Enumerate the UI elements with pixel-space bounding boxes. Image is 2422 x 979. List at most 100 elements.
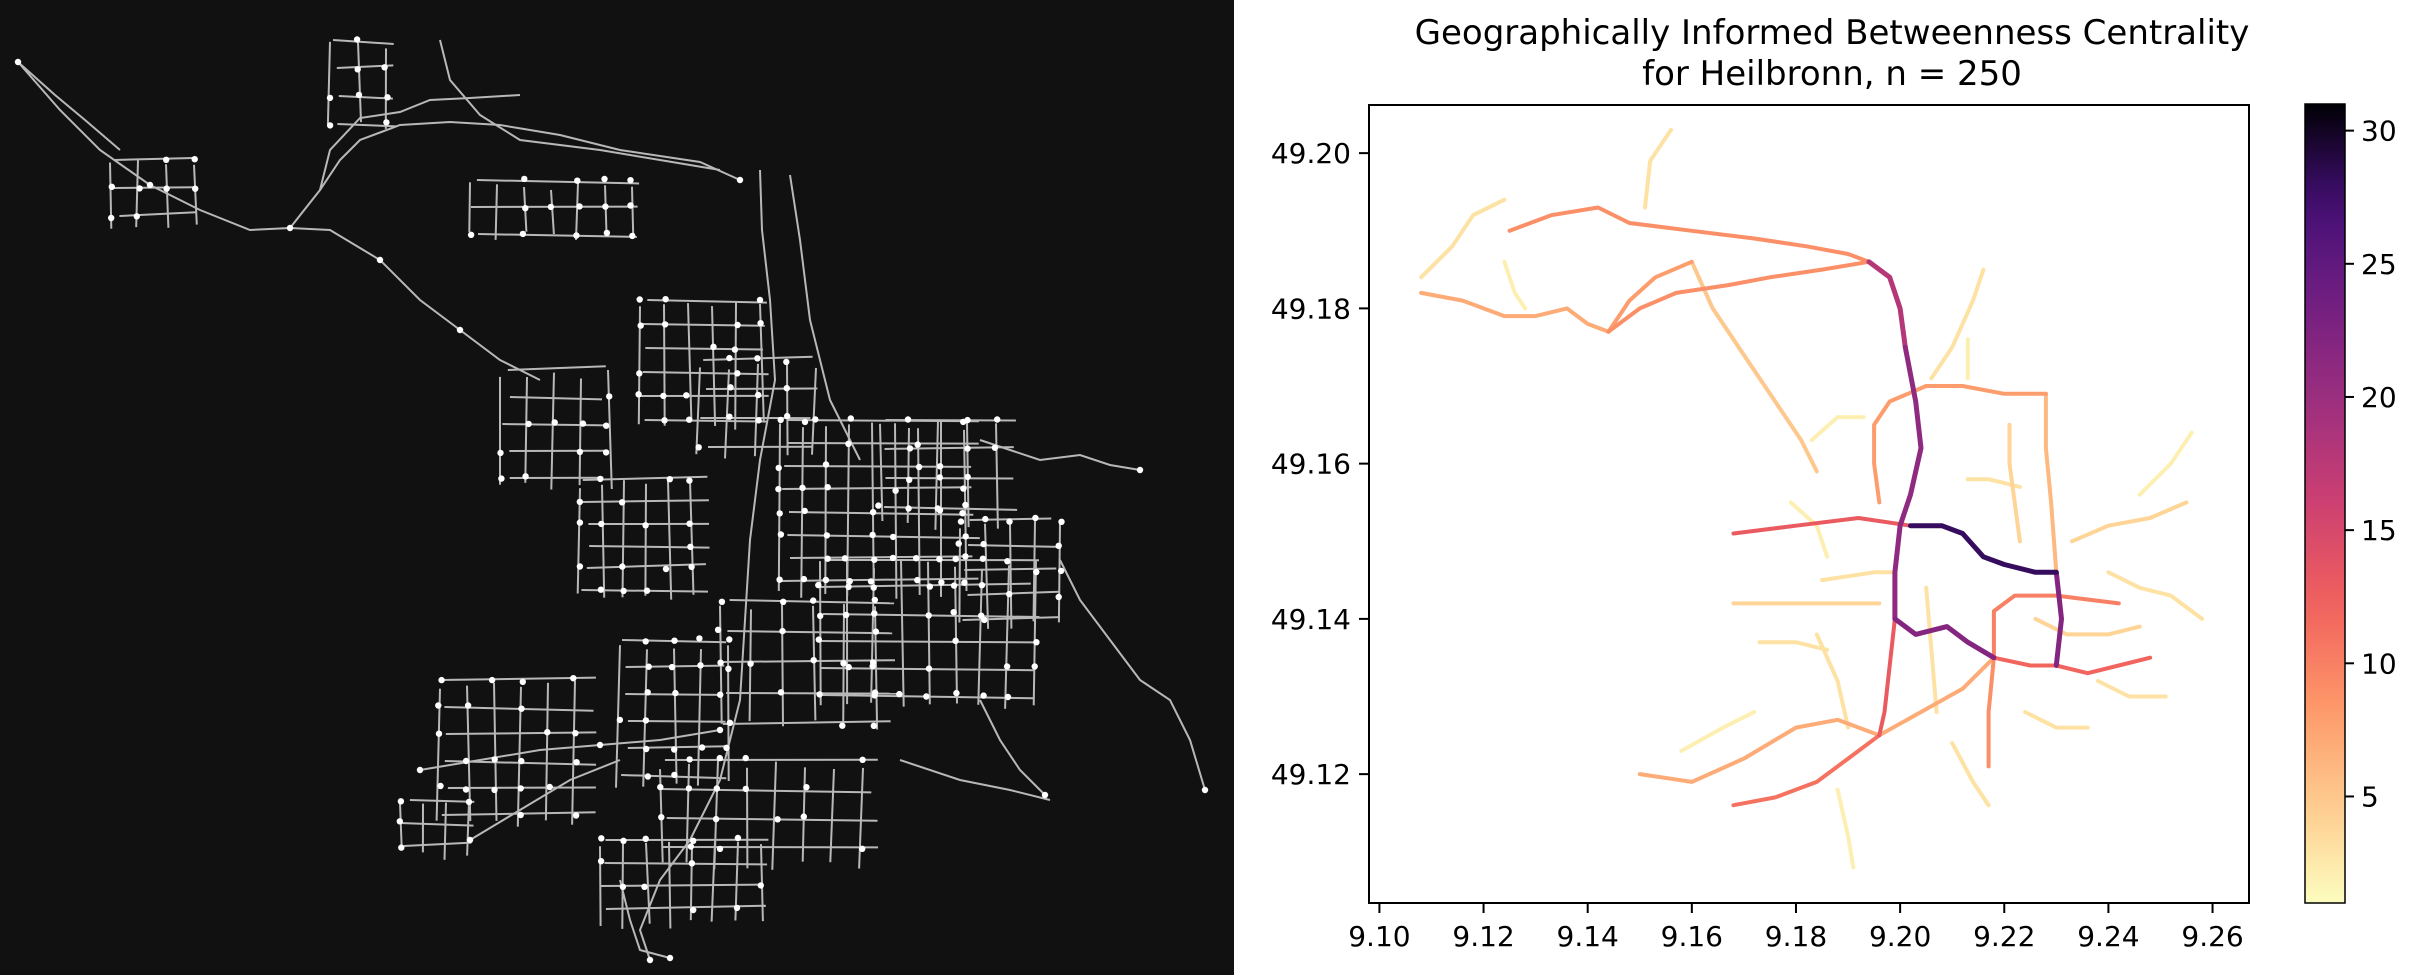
map-road-193 [985,524,988,629]
map-road-162 [606,906,766,909]
map-node-99 [802,508,808,514]
map-node-74 [726,355,732,361]
map-node-255 [958,518,964,524]
map-node-268 [15,59,21,65]
map-road-3 [18,62,120,150]
map-node-262 [1056,543,1062,549]
map-node-178 [645,689,651,695]
map-node-124 [980,556,986,562]
map-node-179 [672,690,678,696]
map-node-85 [848,415,854,421]
map-node-112 [962,553,968,559]
edge-14 [1989,658,1994,767]
y-tick-label-2: 49.16 [1271,448,1351,481]
map-node-150 [953,690,959,696]
map-road-115 [721,660,896,662]
map-node-52 [497,450,503,456]
map-node-180 [617,717,623,723]
map-node-77 [727,384,733,390]
map-node-21 [548,204,554,210]
map-road-21 [114,158,193,160]
map-node-90 [823,461,829,467]
map-node-159 [873,628,879,634]
edge-4 [1869,262,1905,347]
x-tick-label-1: 9.12 [1452,920,1514,953]
map-road-87 [790,556,972,558]
map-node-238 [398,798,404,804]
map-road-172 [400,823,473,826]
map-road-143 [494,683,497,821]
map-node-189 [438,677,444,683]
edge-12 [2056,658,2150,674]
map-node-149 [923,693,929,699]
edge-10 [1734,518,1911,534]
map-node-230 [735,835,741,841]
map-node-26 [520,231,526,237]
map-road-176 [445,803,447,860]
map-node-226 [598,835,604,841]
map-node-200 [492,756,498,762]
map-road-22 [114,187,196,188]
map-node-17 [574,178,580,184]
map-node-135 [926,612,932,618]
map-node-188 [671,772,677,778]
map-road-28 [477,180,639,184]
map-node-88 [915,441,921,447]
map-node-46 [755,417,761,423]
map-node-233 [620,884,626,890]
map-road-39 [643,324,765,326]
map-node-177 [725,666,731,672]
map-node-22 [576,203,582,209]
map-node-130 [951,582,957,588]
map-node-8 [163,157,169,163]
map-node-62 [577,519,583,525]
x-tick-label-6: 9.22 [1973,920,2035,953]
map-node-253 [935,505,941,511]
map-road-111 [1005,565,1009,709]
map-node-237 [734,905,740,911]
map-node-67 [577,563,583,569]
map-node-192 [570,675,576,681]
map-node-40 [635,391,641,397]
map-node-263 [1033,569,1039,575]
map-node-80 [784,413,790,419]
map-road-2 [320,95,520,190]
map-node-45 [686,417,692,423]
map-node-113 [776,577,782,583]
map-node-49 [552,419,558,425]
map-node-143 [926,665,932,671]
map-road-34 [551,190,554,234]
map-node-212 [743,755,749,761]
map-node-81 [812,416,818,422]
map-node-279 [417,767,423,773]
map-node-276 [1202,787,1208,793]
map-node-182 [727,720,733,726]
map-node-273 [737,177,743,183]
edge-36 [1838,790,1854,868]
map-edges [18,40,1205,960]
map-node-119 [938,579,944,585]
map-node-127 [845,584,851,590]
map-road-32 [496,184,497,240]
map-road-149 [667,818,878,821]
map-road-14 [333,40,394,44]
map-node-209 [573,812,579,818]
edge-16 [1640,720,1880,782]
map-node-264 [1058,568,1064,574]
map-node-171 [671,638,677,644]
map-node-12 [163,185,169,191]
map-node-54 [603,449,609,455]
map-node-267 [981,617,987,623]
map-node-225 [859,846,865,852]
map-node-76 [783,359,789,365]
map-road-110 [978,569,982,705]
edge-8 [1911,526,2057,573]
map-node-96 [892,488,898,494]
map-node-97 [960,485,966,491]
map-node-240 [397,818,403,824]
map-node-133 [843,612,849,618]
map-node-206 [518,785,524,791]
colorbar-tick-label-2: 15 [2361,514,2397,547]
map-road-93 [872,423,874,591]
